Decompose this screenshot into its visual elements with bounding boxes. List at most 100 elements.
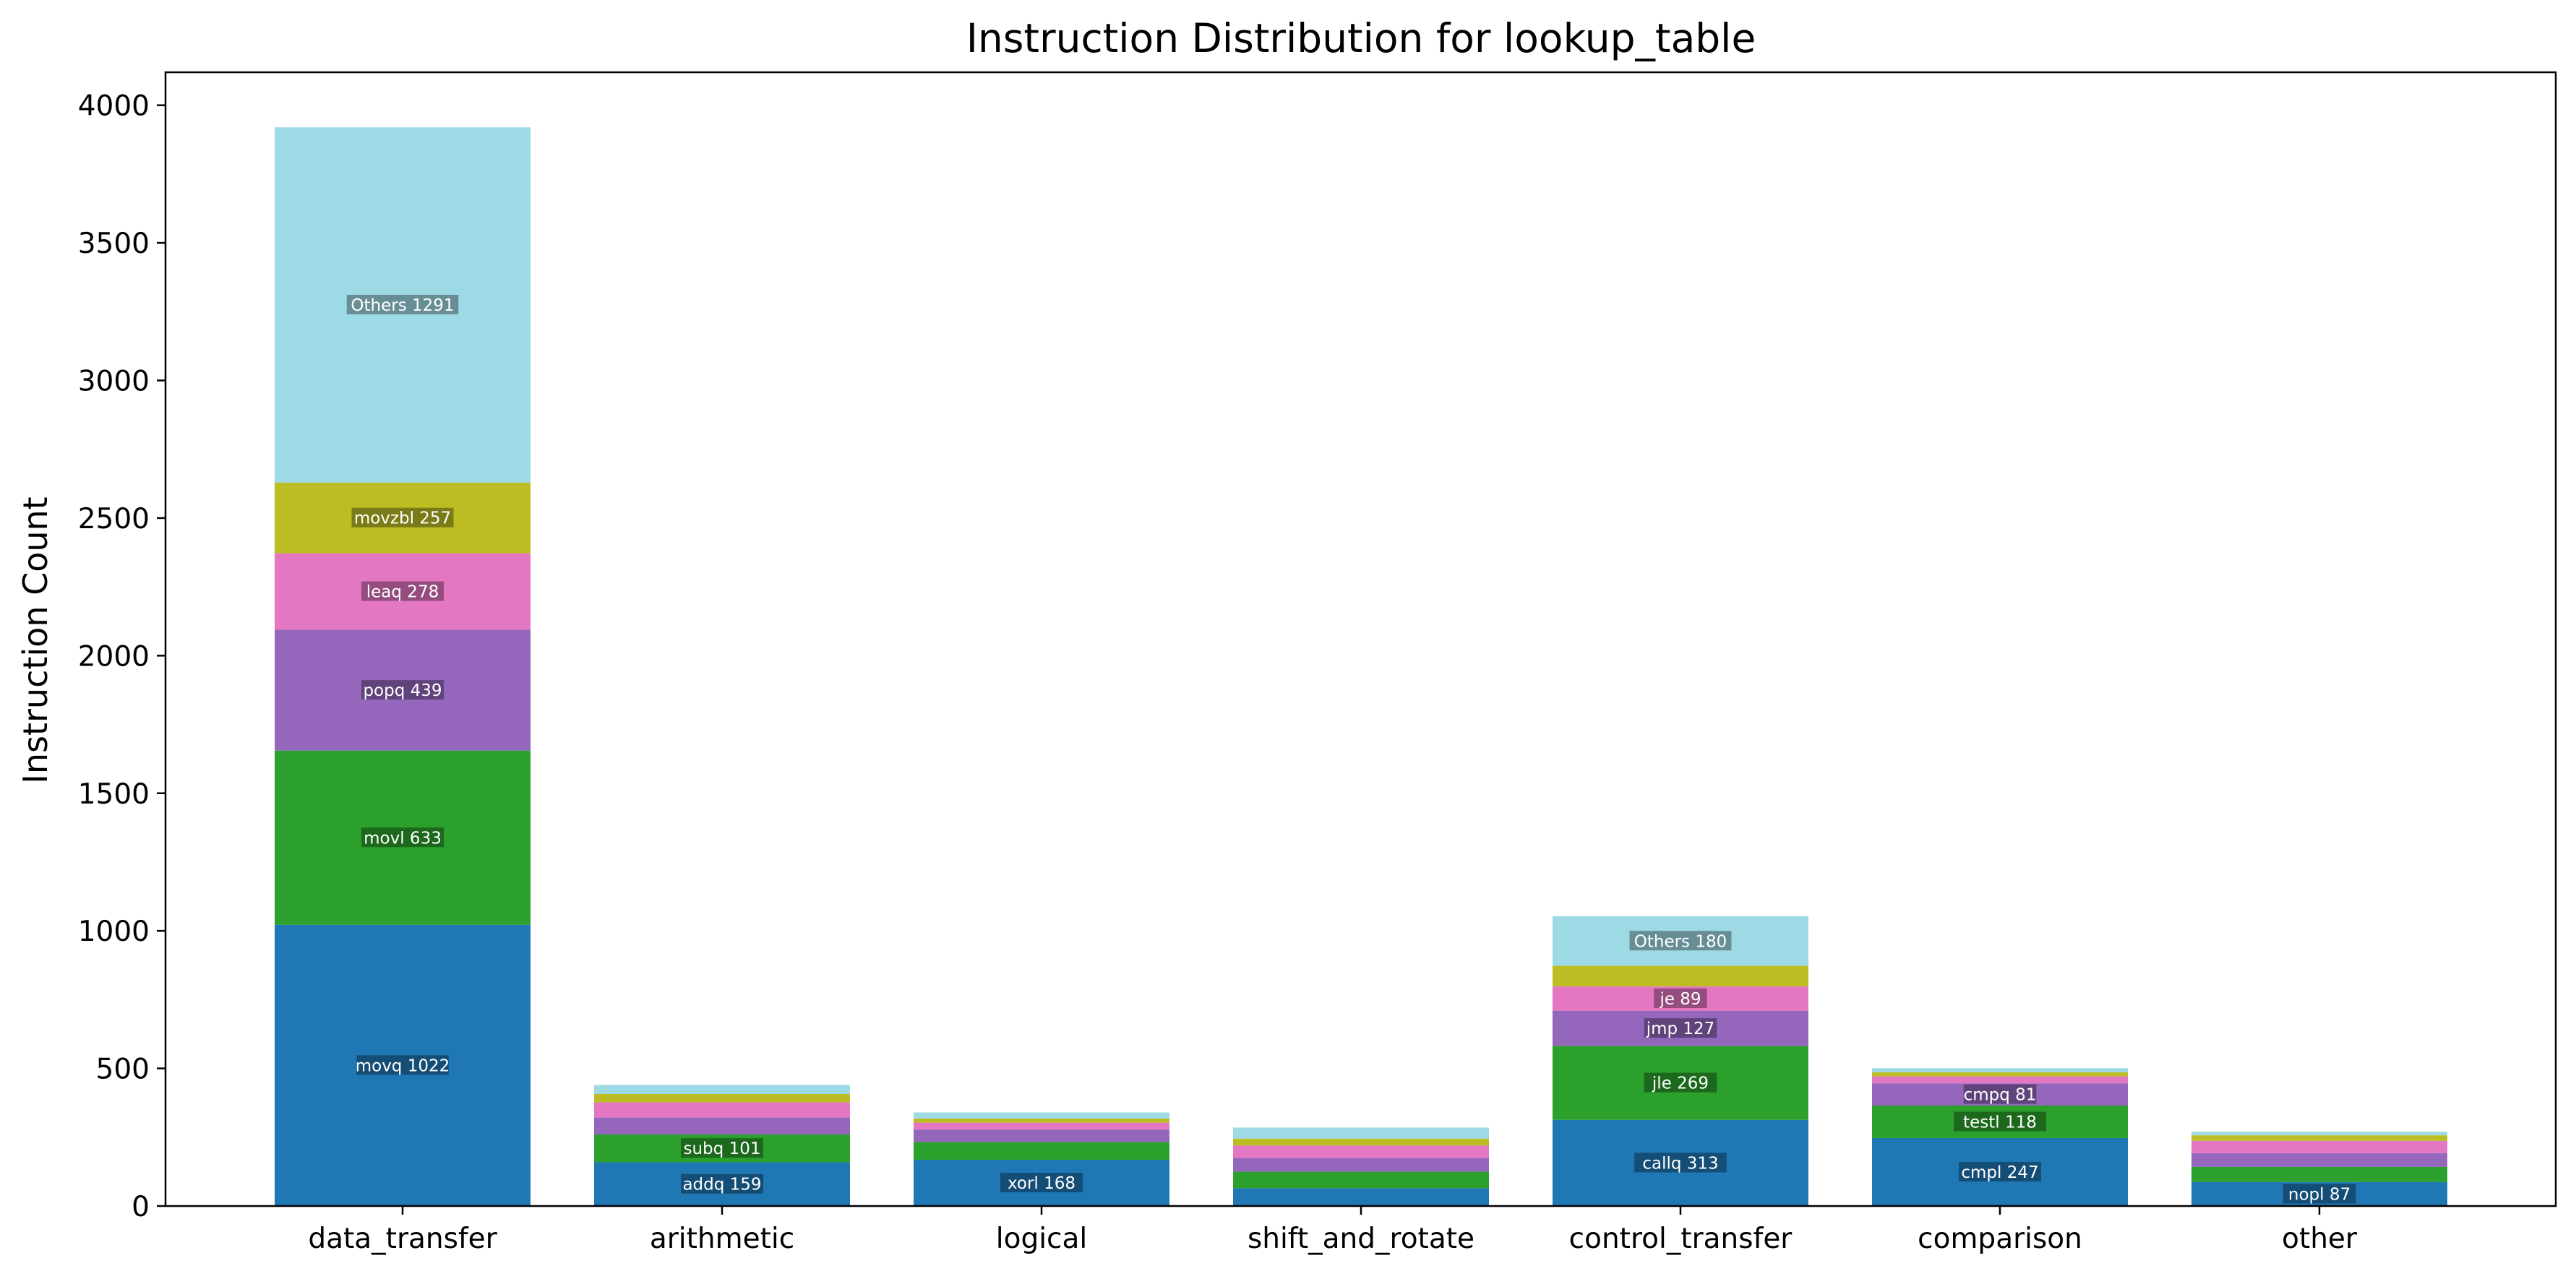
bar-segment: [275, 629, 531, 751]
bar-segment: [594, 1162, 850, 1206]
bar-segment: [275, 750, 531, 925]
segment-label: je 89: [1659, 990, 1701, 1009]
plot-frame: [164, 71, 2557, 1207]
segment-label: xorl 168: [1008, 1174, 1076, 1193]
segment-label-box: [346, 294, 459, 314]
segment-label: cmpq 81: [1964, 1086, 2037, 1105]
bar-segment: [2191, 1140, 2447, 1153]
y-tick-label: 0: [132, 1191, 150, 1223]
y-tick-label: 2000: [78, 640, 150, 673]
bar-segment: [594, 1134, 850, 1163]
bar-segment: [1553, 1119, 1808, 1206]
segment-label-box: [356, 1055, 449, 1075]
x-tick-label: data_transfer: [308, 1223, 497, 1255]
segment-label-box: [1000, 1173, 1083, 1193]
bar-segment: [594, 1085, 850, 1095]
segment-label: jle 269: [1652, 1075, 1709, 1093]
x-tick-label: arithmetic: [650, 1223, 794, 1255]
bar-segment: [1872, 1072, 2128, 1077]
bar-segment: [1553, 1010, 1808, 1046]
bar-segment: [275, 127, 531, 483]
bar-segment: [594, 1102, 850, 1118]
y-tick-label: 2500: [78, 503, 150, 535]
segment-label-box: [1644, 1072, 1717, 1093]
x-tick-label: control_transfer: [1569, 1223, 1793, 1255]
segment-label-box: [2283, 1184, 2356, 1204]
bar-segment: [1872, 1105, 2128, 1138]
y-tick-label: 3500: [78, 228, 150, 260]
segment-label: testl 118: [1963, 1113, 2037, 1132]
y-tick-label: 500: [96, 1054, 150, 1086]
chart-title: Instruction Distribution for lookup_tabl…: [966, 15, 1756, 61]
segment-label-box: [1654, 989, 1707, 1009]
bar-segment: [914, 1112, 1169, 1119]
bar-segment: [1233, 1158, 1489, 1172]
x-axis-ticks: data_transfer arithmetic logical shift_and_…: [308, 1206, 2358, 1255]
segment-label: addq 159: [682, 1176, 761, 1194]
segment-label-box: [351, 507, 454, 527]
segment-label: Others 1291: [351, 296, 454, 315]
segment-label: Others 180: [1634, 932, 1727, 951]
bar-segment: [594, 1117, 850, 1134]
segment-label-box: [361, 680, 444, 700]
bar-segment: [1233, 1145, 1489, 1158]
segment-label-box: [681, 1174, 763, 1194]
bars: [275, 127, 2447, 1206]
segment-label-box: [1634, 1153, 1727, 1173]
segment-label-box: [1644, 1018, 1717, 1038]
bar-segment: [914, 1129, 1169, 1142]
segment-label: callq 313: [1642, 1154, 1718, 1173]
bar-segment: [1553, 1046, 1808, 1120]
y-axis-label: Instruction Count: [16, 496, 55, 783]
segment-labels: movq 1022 movl 633 popq 439 leaq 278 movzbl …: [346, 294, 2356, 1204]
bar-segment: [1553, 916, 1808, 966]
bar-segment: [1553, 965, 1808, 987]
bar-segment: [1872, 1076, 2128, 1084]
y-tick-label: 1500: [78, 778, 150, 811]
segment-label-box: [361, 827, 444, 848]
segment-label: subq 101: [684, 1140, 761, 1158]
bar-segment: [2191, 1181, 2447, 1206]
bar-segment: [594, 1094, 850, 1103]
x-tick-label: shift_and_rotate: [1248, 1223, 1474, 1255]
bar-segment: [1872, 1068, 2128, 1072]
bar-segment: [2191, 1166, 2447, 1182]
y-axis-ticks: 0 500 1000 1500 2000 2500 3000 3500 4000: [78, 90, 166, 1223]
y-tick-label: 1000: [78, 916, 150, 948]
x-tick-label: logical: [996, 1223, 1087, 1255]
y-tick-label: 4000: [78, 90, 150, 123]
bar-segment: [1872, 1083, 2128, 1106]
bar-segment: [1872, 1137, 2128, 1206]
segment-label: popq 439: [363, 681, 442, 700]
segment-label: movq 1022: [356, 1056, 450, 1075]
segment-label: cmpl 247: [1961, 1163, 2038, 1182]
bar-segment: [275, 924, 531, 1206]
bar-segment: [1233, 1171, 1489, 1189]
segment-label-box: [1954, 1111, 2046, 1132]
bar-segment: [914, 1142, 1169, 1160]
x-tick-label: comparison: [1918, 1223, 2082, 1255]
y-tick-label: 3000: [78, 366, 150, 398]
bar-segment: [1553, 986, 1808, 1011]
bar-segment: [2191, 1153, 2447, 1167]
segment-label: leaq 278: [366, 583, 439, 602]
bar-segment: [275, 482, 531, 554]
x-tick-label: other: [2282, 1223, 2358, 1255]
segment-label: movzbl 257: [354, 509, 451, 528]
segment-label-box: [1959, 1161, 2041, 1181]
bar-segment: [275, 553, 531, 630]
segment-label-box: [681, 1138, 763, 1158]
segment-label: jmp 127: [1646, 1020, 1715, 1038]
segment-label-box: [361, 581, 444, 601]
bar-segment: [1233, 1127, 1489, 1139]
segment-label-box: [1963, 1084, 2037, 1104]
bar-segment: [914, 1160, 1169, 1206]
bar-segment: [1233, 1138, 1489, 1146]
bar-segment: [914, 1118, 1169, 1123]
segment-label: movl 633: [364, 829, 442, 848]
bar-segment: [2191, 1132, 2447, 1136]
bar-segment: [1233, 1188, 1489, 1206]
segment-label: nopl 87: [2288, 1185, 2350, 1204]
bar-segment: [914, 1122, 1169, 1130]
